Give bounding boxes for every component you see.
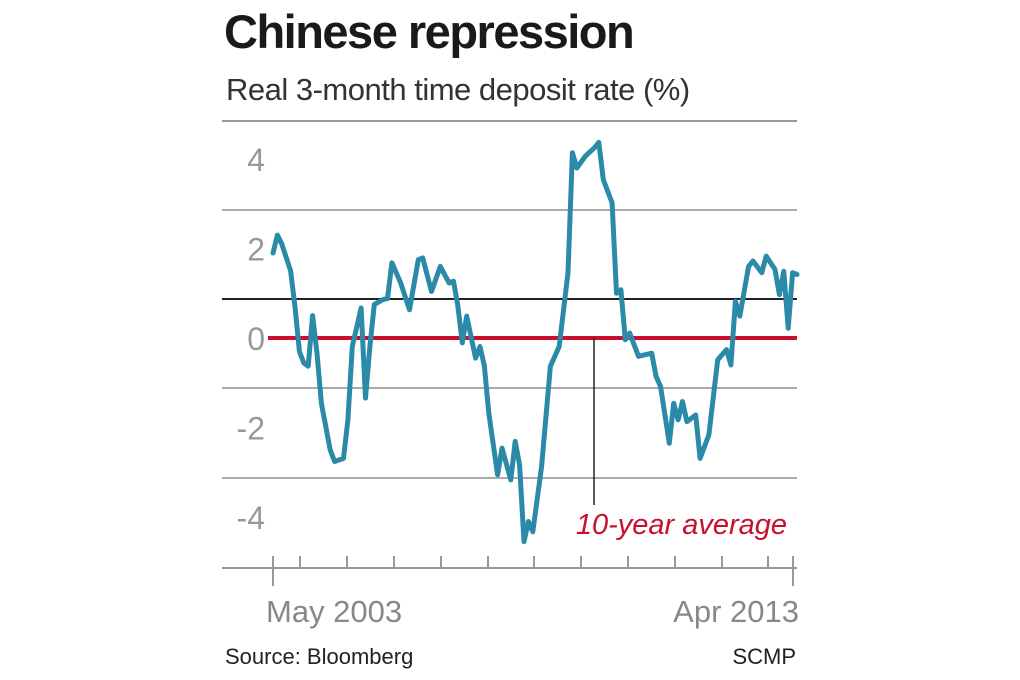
chart-title: Chinese repression bbox=[224, 5, 635, 58]
y-tick-label: 4 bbox=[247, 142, 265, 178]
x-tick-label-end: Apr 2013 bbox=[673, 594, 799, 629]
y-tick-label: -2 bbox=[237, 411, 265, 447]
series-line bbox=[270, 139, 800, 545]
y-tick-label: 0 bbox=[247, 321, 265, 357]
x-tick-label-start: May 2003 bbox=[266, 594, 402, 629]
chart-subtitle: Real 3-month time deposit rate (%) bbox=[226, 72, 690, 107]
y-tick-label: -4 bbox=[237, 500, 265, 536]
credit-label: SCMP bbox=[732, 644, 796, 669]
source-note: Source: Bloomberg bbox=[225, 644, 414, 669]
average-annotation: 10-year average bbox=[576, 509, 787, 541]
y-tick-label: 2 bbox=[247, 232, 265, 268]
